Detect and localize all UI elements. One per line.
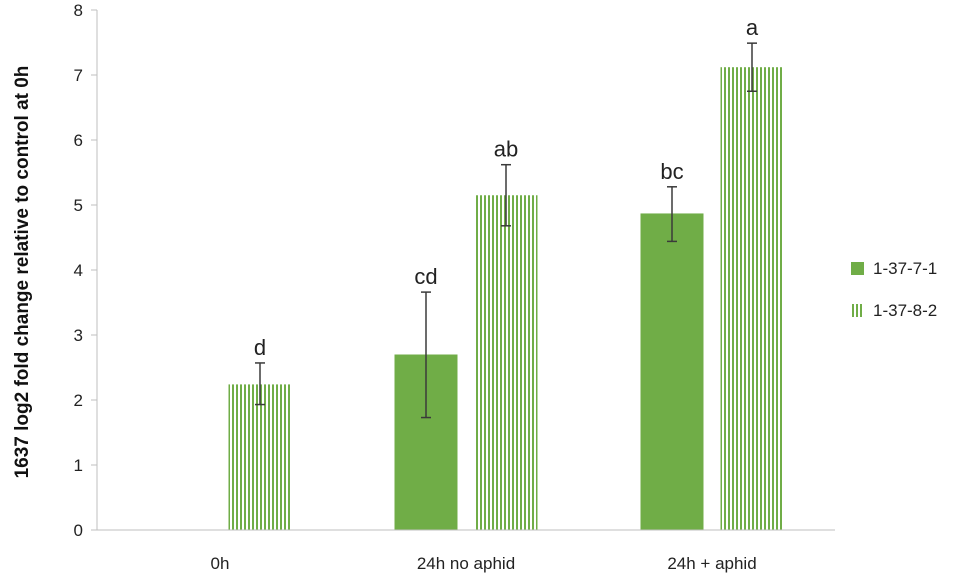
y-tick-label: 0 <box>74 521 83 540</box>
x-category-label: 24h no aphid <box>417 554 515 573</box>
significance-label: ab <box>494 137 518 162</box>
bar-1-37-8-2 <box>720 67 784 530</box>
legend-swatch <box>851 304 864 317</box>
y-tick-label: 8 <box>74 1 83 20</box>
bar-1-37-8-2 <box>228 384 292 530</box>
y-tick-label: 1 <box>74 456 83 475</box>
x-category-label: 0h <box>211 554 230 573</box>
y-tick-label: 7 <box>74 66 83 85</box>
x-category-label: 24h + aphid <box>667 554 756 573</box>
significance-label: bc <box>660 159 683 184</box>
significance-label: a <box>746 15 759 40</box>
y-tick-label: 5 <box>74 196 83 215</box>
y-tick-label: 2 <box>74 391 83 410</box>
y-tick-label: 6 <box>74 131 83 150</box>
legend-label: 1-37-8-2 <box>873 301 937 320</box>
significance-label: cd <box>414 264 437 289</box>
legend: 1-37-7-1 1-37-8-2 <box>851 259 937 320</box>
y-tick-label: 3 <box>74 326 83 345</box>
significance-label: d <box>254 335 266 360</box>
legend-swatch <box>851 262 864 275</box>
legend-label: 1-37-7-1 <box>873 259 937 278</box>
bar-1-37-7-1 <box>640 213 704 530</box>
y-axis-label: 1637 log2 fold change relative to contro… <box>12 66 33 479</box>
y-tick-label: 4 <box>74 261 83 280</box>
bar-1-37-8-2 <box>474 195 538 530</box>
